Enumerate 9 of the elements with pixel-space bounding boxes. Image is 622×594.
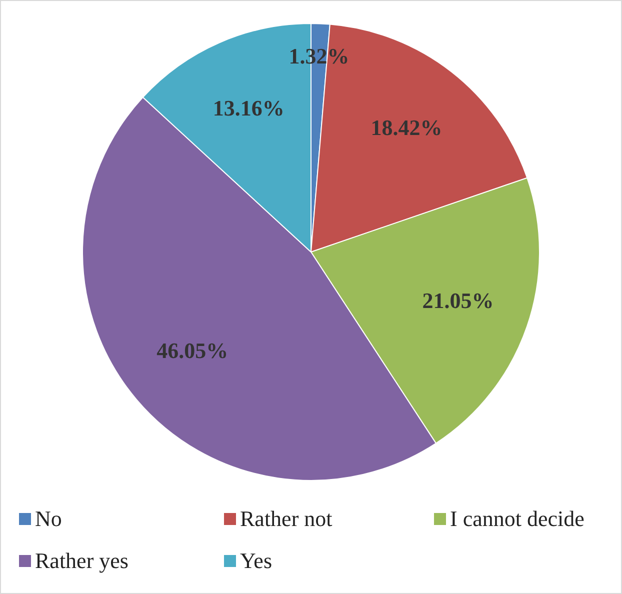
legend-label: No	[34, 506, 63, 532]
legend-label: Yes	[239, 548, 274, 574]
data-label: 18.42%	[370, 115, 442, 140]
legend-label: I cannot decide	[449, 506, 586, 532]
data-label: 46.05%	[156, 338, 228, 364]
data-label: 21.05%	[422, 288, 494, 314]
legend-label: Rather yes	[34, 548, 130, 574]
data-label: 13.16%	[212, 95, 284, 120]
legend-label: Rather not	[239, 506, 334, 532]
